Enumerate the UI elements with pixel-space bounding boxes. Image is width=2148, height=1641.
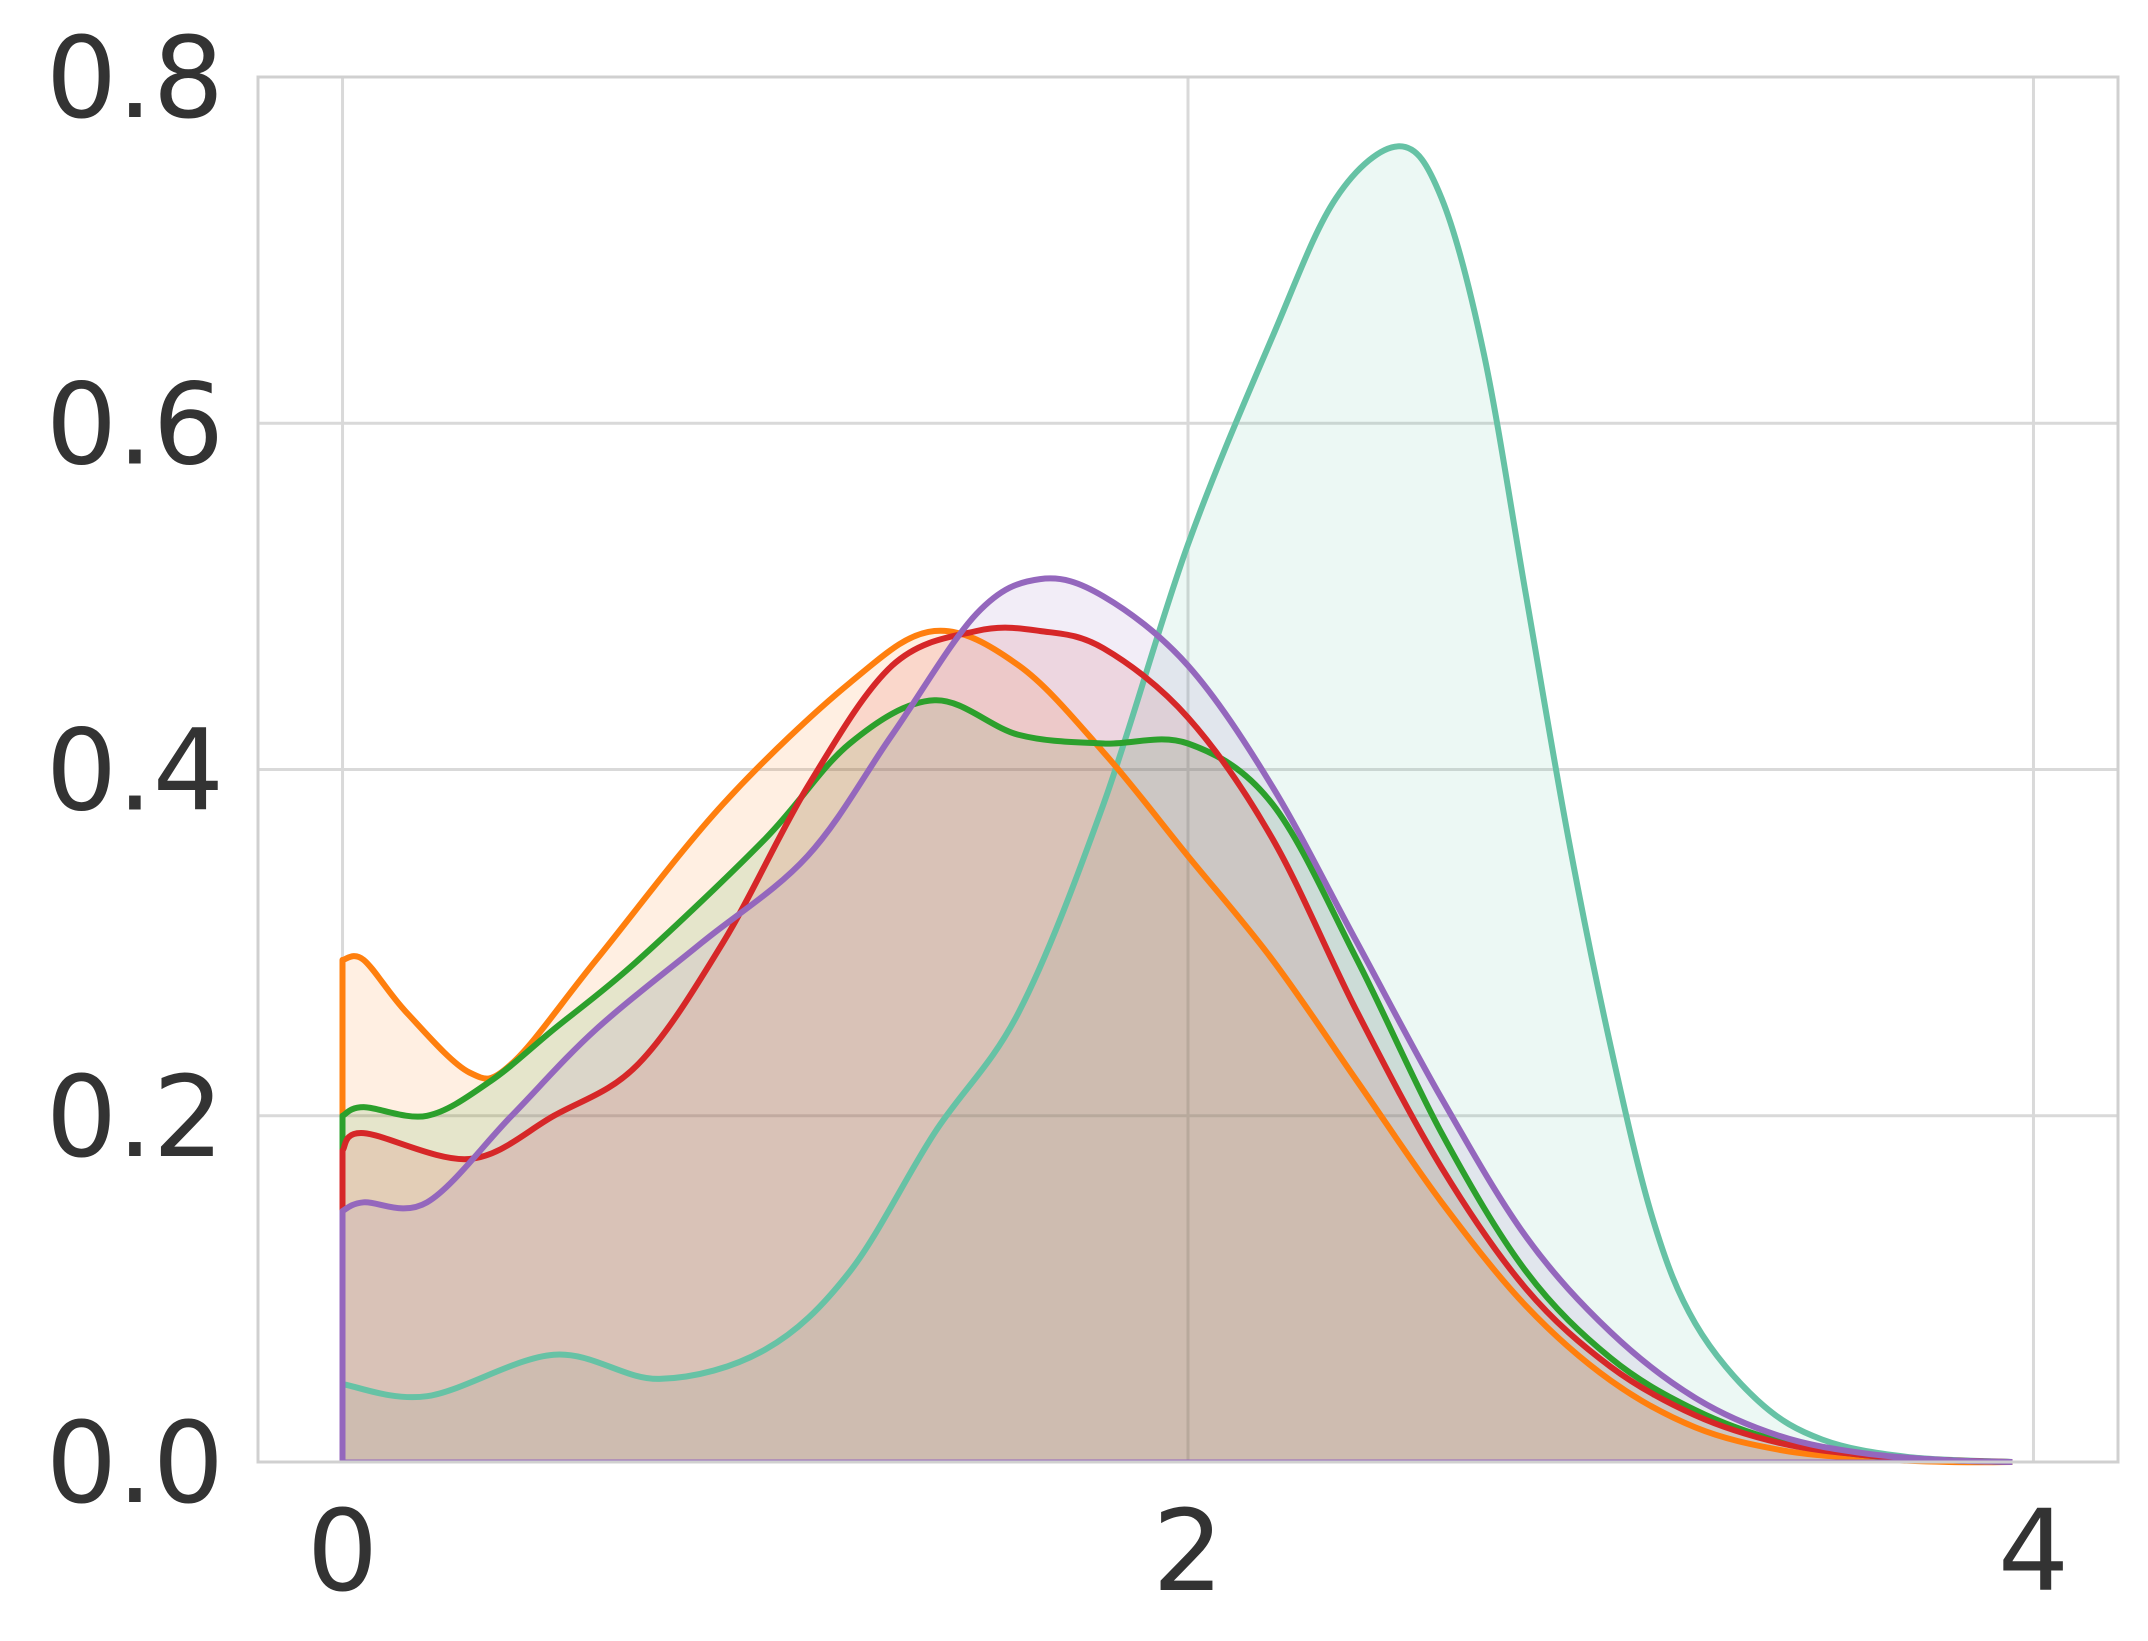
series-3-area: [342, 700, 2013, 1462]
x-tick-label: 0: [307, 1487, 378, 1617]
series-1-area: [342, 146, 2013, 1462]
y-tick-label: 0.8: [46, 14, 224, 144]
series-3-line: [339, 697, 2013, 1465]
y-tick-labels: 0.0 0.2 0.4 0.6 0.8: [46, 14, 224, 1529]
x-tick-label: 4: [1998, 1487, 2069, 1617]
series-4-area: [342, 627, 2013, 1462]
y-tick-label: 0.6: [46, 360, 224, 490]
series-4-line: [339, 624, 2013, 1465]
x-tick-labels: 0 2 4: [307, 1487, 2069, 1617]
series-fills: [342, 146, 2013, 1463]
y-tick-label: 0.2: [46, 1053, 224, 1183]
plot-frame: [256, 75, 2120, 1464]
series-5-area: [342, 578, 2013, 1462]
series-5-line: [339, 575, 2013, 1465]
x-tick-label: 2: [1152, 1487, 1223, 1617]
y-tick-label: 0.4: [46, 707, 224, 837]
y-tick-label: 0.0: [46, 1399, 224, 1529]
series-2-area: [342, 630, 2013, 1463]
series-1-line: [339, 143, 2013, 1465]
